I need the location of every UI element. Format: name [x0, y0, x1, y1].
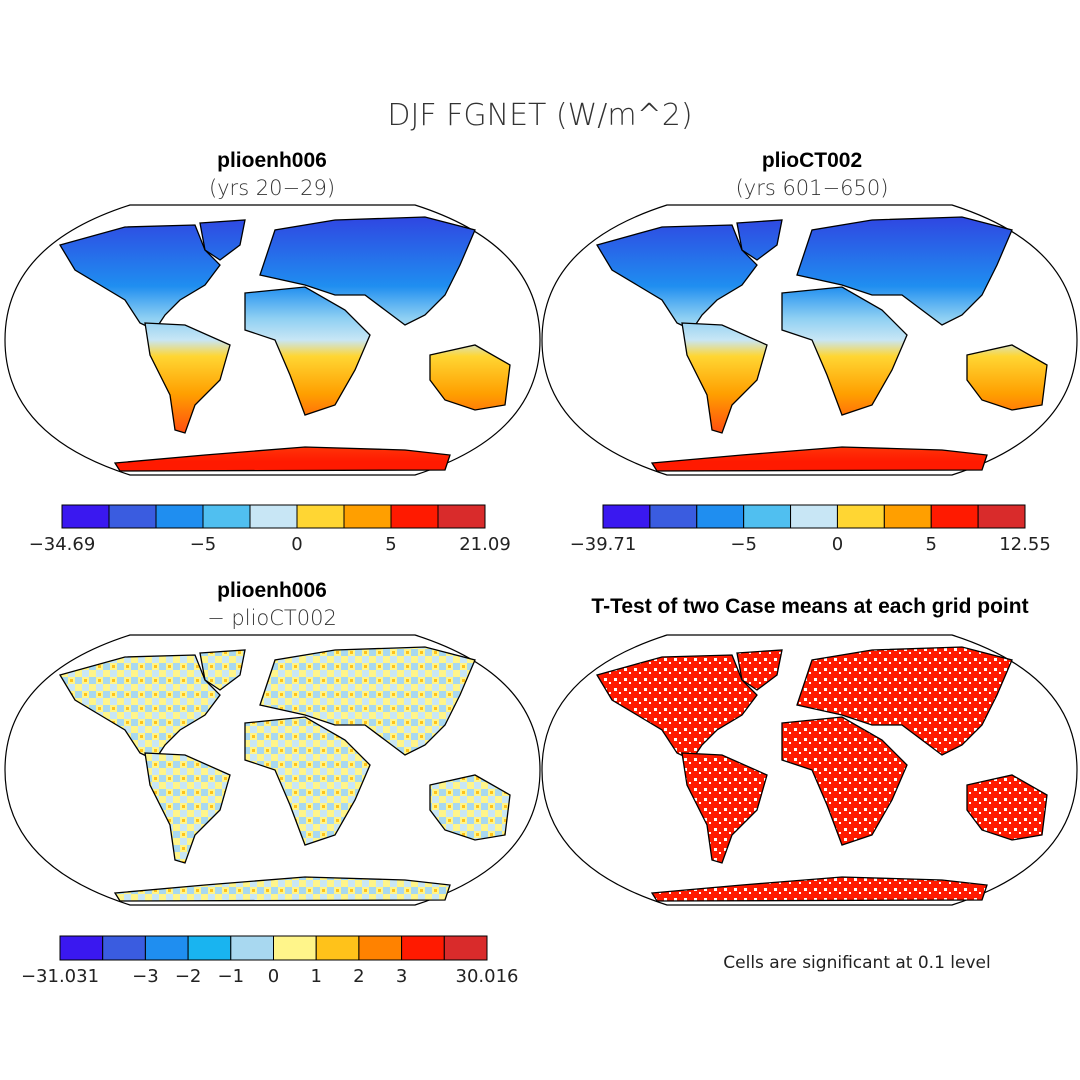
colorbar-label: −5	[190, 534, 217, 555]
colorbar-label: 12.55	[999, 534, 1051, 555]
colorbar-box	[649, 504, 698, 529]
colorbar-label: 1	[310, 966, 321, 987]
colorbar-label: 2	[353, 966, 364, 987]
colorbar-box	[696, 504, 745, 529]
panel-subtitle: (yrs 601−650)	[736, 176, 889, 200]
colorbar-label: −2	[175, 966, 202, 987]
map	[4, 204, 541, 476]
colorbar-box	[155, 504, 204, 529]
colorbar-box	[296, 504, 345, 529]
figure-title: DJF FGNET (W/m^2)	[387, 98, 692, 133]
colorbar-box	[401, 935, 445, 961]
colorbar-box	[273, 935, 317, 961]
colorbar-box	[230, 935, 275, 961]
colorbar-label: −39.71	[570, 534, 637, 555]
colorbar-box	[187, 935, 232, 961]
colorbar-box	[108, 504, 157, 529]
panel-title: T-Test of two Case means at each grid po…	[591, 595, 1028, 618]
colorbar-box	[836, 504, 885, 529]
colorbar-label: −34.69	[29, 534, 96, 555]
colorbar-box	[102, 935, 146, 961]
panel-subtitle: − plioCT002	[207, 606, 337, 630]
map	[541, 204, 1078, 476]
map	[4, 634, 541, 906]
colorbar-box	[743, 504, 792, 529]
colorbar-box	[390, 504, 439, 529]
colorbar-box	[249, 504, 298, 529]
colorbar-box	[602, 504, 651, 529]
colorbar-box	[883, 504, 932, 529]
colorbar-label: 5	[385, 534, 396, 555]
note: Cells are significant at 0.1 level	[723, 953, 990, 973]
colorbar-label: 0	[268, 966, 279, 987]
colorbar-box	[315, 935, 360, 961]
colorbar-box	[61, 504, 110, 529]
colorbar-box	[144, 935, 189, 961]
colorbar-label: −1	[218, 966, 245, 987]
colorbar-label: −3	[132, 966, 159, 987]
colorbar-label: 3	[396, 966, 407, 987]
colorbar-label: 30.016	[456, 966, 519, 987]
colorbar-box	[59, 935, 104, 961]
colorbar-label: 21.09	[459, 534, 511, 555]
colorbar-label: −5	[730, 534, 757, 555]
colorbar-label: 0	[832, 534, 843, 555]
panel-title: plioenh006	[217, 149, 327, 172]
colorbar-box	[343, 504, 392, 529]
panel-title: plioCT002	[762, 149, 862, 172]
panel-subtitle: (yrs 20−29)	[209, 176, 335, 200]
colorbar-box	[437, 504, 486, 529]
colorbar-label: −31.031	[21, 966, 99, 987]
colorbar-box	[358, 935, 403, 961]
colorbar-box	[202, 504, 251, 529]
colorbar-box	[977, 504, 1026, 529]
panel-title: plioenh006	[217, 579, 327, 602]
colorbar-label: 5	[925, 534, 936, 555]
colorbar-box	[790, 504, 838, 529]
colorbar-box	[930, 504, 979, 529]
colorbar-box	[443, 935, 488, 961]
map	[541, 634, 1078, 906]
colorbar-label: 0	[291, 534, 302, 555]
